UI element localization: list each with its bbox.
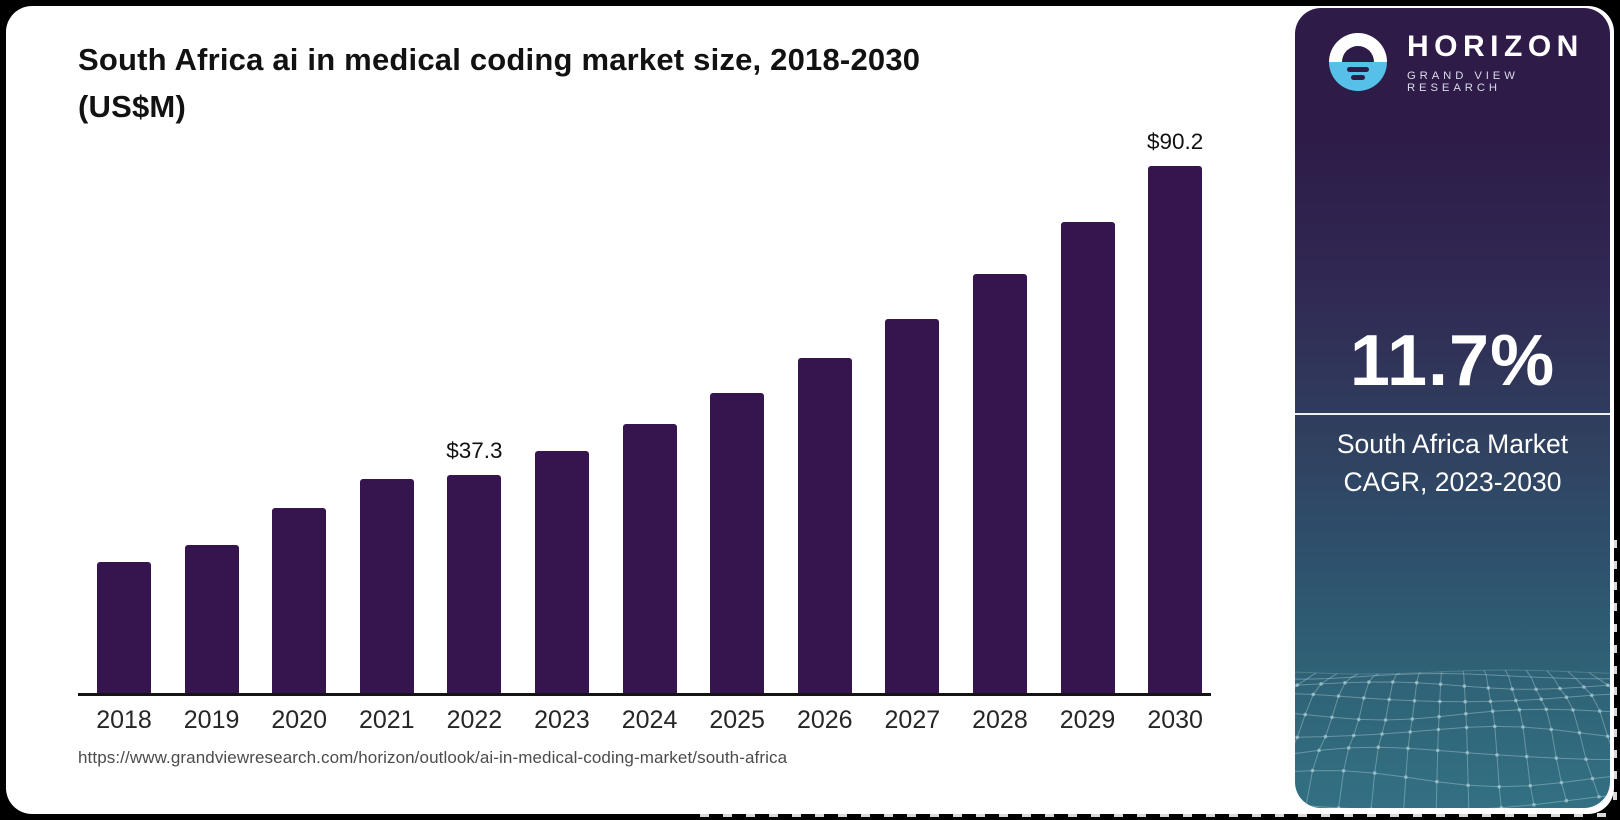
bar <box>359 479 414 693</box>
frame-dashes-right <box>1613 540 1617 812</box>
bar-cell: $90.2 2030 <box>1147 129 1203 734</box>
bar-cell: $37.3 2022 <box>446 150 503 734</box>
bar-value-label: $90.2 <box>1146 129 1204 154</box>
bar <box>534 451 589 693</box>
bar <box>622 424 677 693</box>
x-axis-label: 2022 <box>446 706 503 734</box>
frame-dashes-bottom <box>700 813 1612 817</box>
source-url: https://www.grandviewresearch.com/horizo… <box>78 748 788 767</box>
x-axis-label: 2028 <box>972 706 1028 734</box>
bar-value-label: $37.3 <box>446 438 503 463</box>
cagr-label-line1: South Africa Market <box>1336 429 1569 459</box>
bar-cell: 2019 <box>184 150 239 734</box>
bar <box>447 475 502 693</box>
horizon-logo-icon <box>1329 33 1387 91</box>
bar-cell: 2026 <box>797 150 853 734</box>
bar-cell: 2027 <box>885 150 940 734</box>
bar <box>797 358 852 693</box>
x-axis-label: 2026 <box>796 706 853 734</box>
chart-card: South Africa ai in medical coding market… <box>6 6 1614 814</box>
bar-cell: 2018 <box>96 150 152 734</box>
brand-block: HORIZON GRAND VIEW RESEARCH <box>1407 30 1610 94</box>
brand-name: HORIZON <box>1407 30 1584 63</box>
bar <box>1060 222 1115 693</box>
chart-title-line2: (US$M) <box>78 89 186 124</box>
bar-cell: 2029 <box>1060 150 1115 734</box>
x-axis-label: 2027 <box>884 706 941 734</box>
bar <box>184 545 239 693</box>
logo-reflection2-icon <box>1351 75 1365 80</box>
x-axis-line <box>78 693 1211 696</box>
stat-divider <box>1295 413 1610 415</box>
bar <box>1148 166 1203 693</box>
x-axis-label: 2025 <box>709 706 765 734</box>
logo-reflection-icon <box>1347 67 1369 72</box>
bar-cell: 2023 <box>534 150 590 734</box>
bar <box>97 562 151 693</box>
info-panel: HORIZON GRAND VIEW RESEARCH 11.7% South … <box>1295 8 1610 808</box>
bar-cell: 2024 <box>622 150 677 734</box>
bar <box>885 319 940 693</box>
bar <box>710 393 765 693</box>
x-axis-label: 2021 <box>358 706 415 734</box>
cagr-label: South Africa Market CAGR, 2023-2030 <box>1295 425 1610 501</box>
x-axis-label: 2030 <box>1147 706 1203 734</box>
chart-title-line1: South Africa ai in medical coding market… <box>78 42 921 77</box>
bar-cell: 2021 <box>359 150 415 734</box>
cagr-value: 11.7% <box>1349 321 1556 401</box>
x-axis-label: 2020 <box>271 706 327 734</box>
x-axis-label: 2024 <box>621 706 678 734</box>
mesh-graphic <box>1295 668 1610 808</box>
x-axis-label: 2019 <box>183 706 240 734</box>
chart-title: South Africa ai in medical coding market… <box>78 36 1098 130</box>
brand-logo-row: HORIZON GRAND VIEW RESEARCH <box>1329 30 1610 94</box>
bar-cell: 2020 <box>271 150 327 734</box>
bar-cell: 2025 <box>709 150 765 734</box>
bar <box>272 508 327 693</box>
bar <box>972 274 1027 693</box>
x-axis-label: 2018 <box>96 706 152 734</box>
brand-subtitle: GRAND VIEW RESEARCH <box>1407 70 1519 94</box>
bar-cell: 2028 <box>972 150 1028 734</box>
plot-area: 2018 2019 2020 2021 $37.3 2022 2023 2024 2025 202… <box>96 129 1203 734</box>
x-axis-label: 2029 <box>1059 706 1116 734</box>
x-axis-label: 2023 <box>534 706 590 734</box>
logo-sun-icon <box>1342 46 1374 62</box>
cagr-label-line2: CAGR, 2023-2030 <box>1343 467 1562 497</box>
